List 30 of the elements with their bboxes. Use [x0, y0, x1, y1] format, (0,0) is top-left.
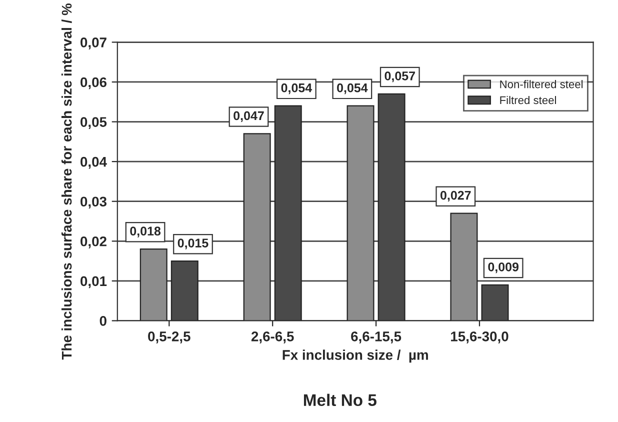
data-label: 0,027: [440, 190, 471, 202]
data-label: 0,054: [281, 83, 312, 94]
bar: [450, 212, 478, 321]
y-tick-label: 0,01: [80, 276, 107, 288]
data-label: 0,047: [234, 111, 264, 122]
x-tick-label: 6,6-15,5: [351, 332, 402, 344]
y-tick-label: 0,03: [80, 196, 107, 209]
x-tick-label: 2,6-6,5: [251, 332, 294, 344]
legend-label: Non-filtered steel: [500, 80, 583, 88]
text: Melt No 5: [304, 394, 376, 406]
y-tick-label: 0,07: [80, 38, 106, 50]
bar: [243, 133, 271, 321]
legend-label: Filtred steel: [500, 96, 556, 104]
y-tick-label: 0,04: [80, 156, 107, 169]
data-label: 0,015: [178, 238, 208, 250]
data-label: 0,057: [384, 71, 415, 82]
y-tick-label: 0,05: [80, 117, 107, 129]
bar: [481, 284, 509, 321]
bar: [140, 248, 168, 321]
data-label: 0,009: [488, 262, 519, 274]
x-axis-title: Fx inclusion size / µm: [282, 350, 428, 363]
y-axis-title: The inclusions surface share for each size interval / %: [61, 4, 72, 360]
y-tick-label: 0,02: [80, 236, 106, 248]
data-label: 0,018: [130, 226, 161, 238]
bar: [346, 105, 374, 321]
y-tick-label: 0: [100, 316, 106, 326]
x-tick-label: 15,6-30,0: [451, 332, 508, 344]
data-label: 0,054: [337, 83, 368, 94]
x-tick-label: 0,5-2,5: [148, 332, 190, 344]
y-tick-label: 0,06: [80, 77, 107, 90]
